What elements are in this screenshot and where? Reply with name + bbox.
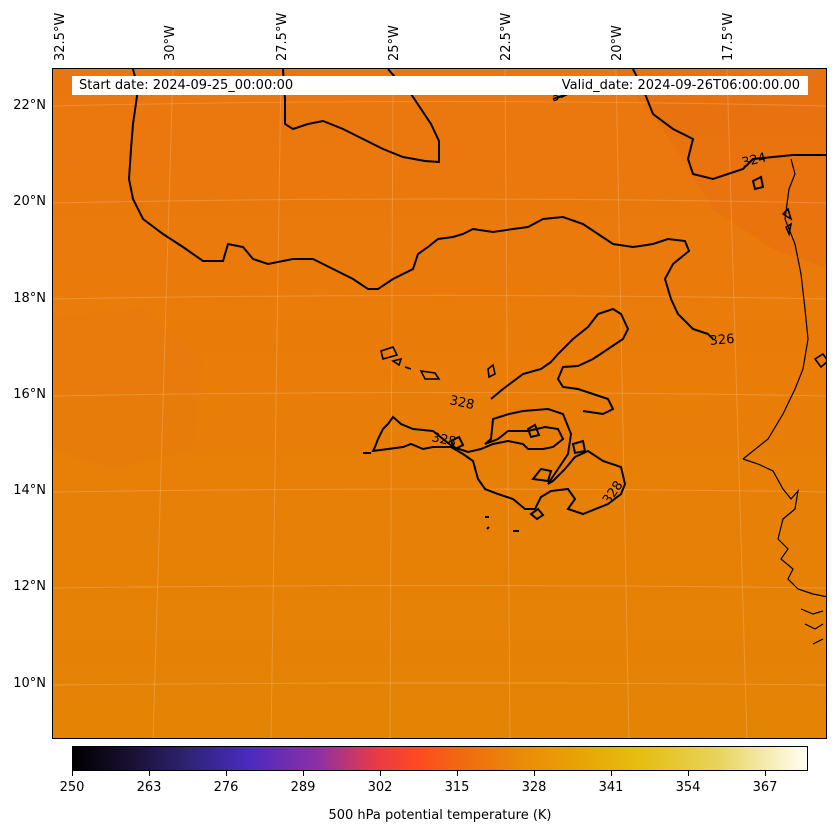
valid-date: Valid_date: 2024-09-26T06:00:00.00 <box>561 78 800 93</box>
colorbar-tick-label: 276 <box>213 780 239 795</box>
contour-line <box>127 69 714 340</box>
lat-label: 12°N <box>13 579 46 594</box>
colorbar-tick-label: 367 <box>752 780 778 795</box>
colorbar-tick <box>72 771 73 776</box>
contour-label: 326 <box>709 332 735 349</box>
contour-line <box>632 69 826 181</box>
lat-label: 14°N <box>13 483 46 498</box>
colorbar-tick-label: 341 <box>598 780 624 795</box>
coastline <box>800 608 824 645</box>
colorbar-tick <box>303 771 304 776</box>
contour-label: 328 <box>430 430 457 450</box>
contour-line <box>282 69 440 164</box>
lon-label: 32.5°W <box>53 12 68 61</box>
colorbar-tick-label: 289 <box>290 780 316 795</box>
map-canvas: 324 326 328 328 328 324 <box>53 69 826 738</box>
contour-loop <box>781 207 793 237</box>
colorbar-tick-label: 315 <box>444 780 470 795</box>
contour-loop <box>380 346 496 379</box>
contour-line <box>371 407 627 516</box>
contour-loop <box>751 175 765 191</box>
lon-label: 30°W <box>163 25 178 61</box>
colorbar-tick <box>380 771 381 776</box>
lon-label: 17.5°W <box>721 12 736 61</box>
lon-label: 22.5°W <box>499 12 514 61</box>
graticule <box>53 69 826 738</box>
start-date: Start date: 2024-09-25_00:00:00 <box>79 78 294 93</box>
lat-label: 22°N <box>13 98 46 113</box>
colorbar-tick-label: 302 <box>367 780 393 795</box>
colorbar <box>72 746 808 771</box>
colorbar-tick-label: 263 <box>136 780 162 795</box>
contour-label: 328 <box>448 393 475 413</box>
lat-label: 20°N <box>13 194 46 209</box>
colorbar-tick <box>226 771 227 776</box>
colorbar-tick <box>611 771 612 776</box>
field-patch <box>53 309 203 469</box>
lon-label: 25°W <box>387 25 402 61</box>
lon-label: 27.5°W <box>275 12 290 61</box>
colorbar-tick-label: 250 <box>59 780 85 795</box>
colorbar-title: 500 hPa potential temperature (K) <box>328 808 552 823</box>
colorbar-tick-label: 328 <box>521 780 547 795</box>
colorbar-tick <box>149 771 150 776</box>
field-patch <box>613 69 826 269</box>
date-info-box: Start date: 2024-09-25_00:00:00 Valid_da… <box>72 76 808 95</box>
contour-loop <box>363 435 519 532</box>
contour-loop <box>404 366 441 380</box>
lat-label: 18°N <box>13 291 46 306</box>
contour-line <box>490 307 630 416</box>
colorbar-tick <box>688 771 689 776</box>
map-area: 324 326 328 328 328 324 <box>52 68 827 739</box>
lat-label: 16°N <box>13 387 46 402</box>
colorbar-tick-label: 354 <box>675 780 701 795</box>
lat-label: 10°N <box>13 676 46 691</box>
lon-label: 20°W <box>610 25 625 61</box>
contour-loop <box>813 352 826 369</box>
coastline <box>742 158 809 460</box>
contour-label: 324 <box>740 150 768 171</box>
colorbar-tick <box>534 771 535 776</box>
colorbar-tick <box>765 771 766 776</box>
colorbar-tick <box>457 771 458 776</box>
contour-loop <box>526 423 587 521</box>
coastline <box>742 458 826 598</box>
